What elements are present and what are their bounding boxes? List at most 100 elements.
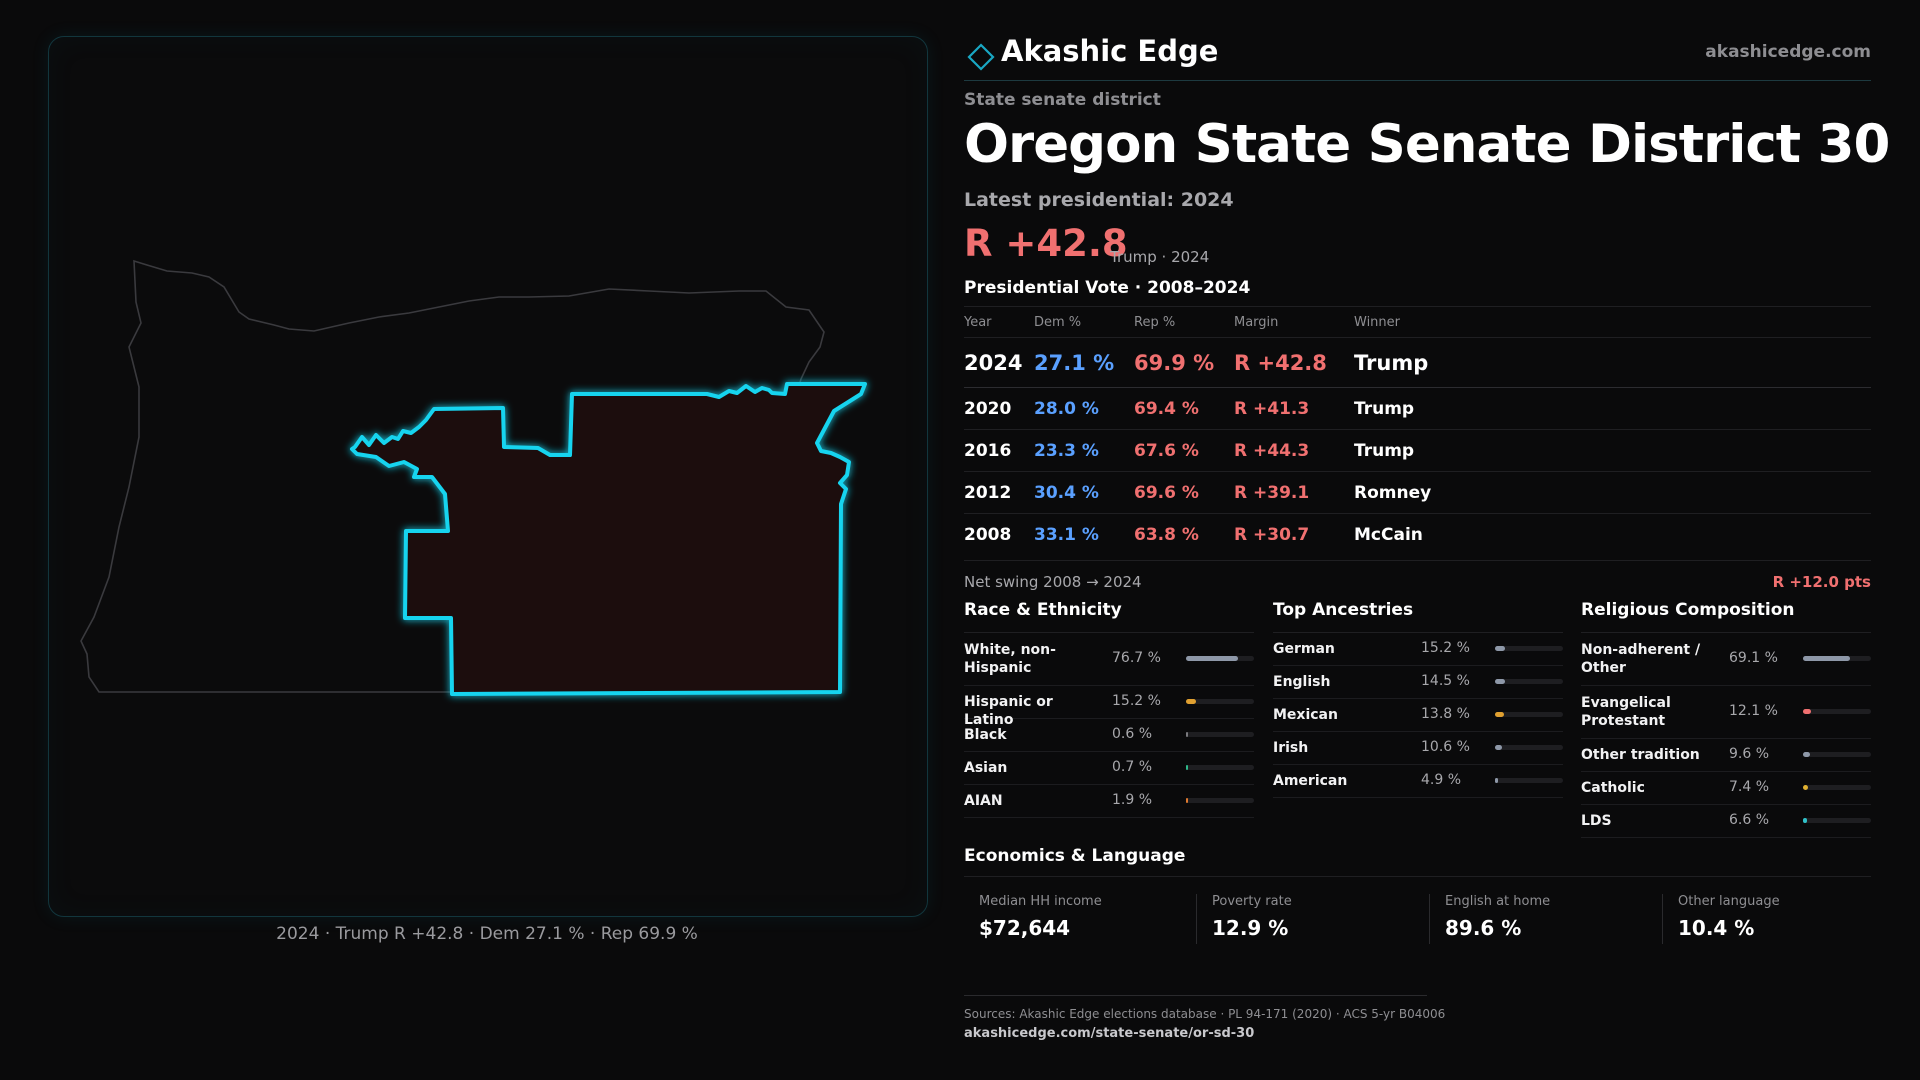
stat-row: Other tradition 9.6 % bbox=[1581, 739, 1871, 772]
stat-bar-fill bbox=[1186, 699, 1196, 704]
district-type-kicker: State senate district bbox=[964, 90, 1161, 110]
stat-bar-fill bbox=[1495, 679, 1505, 684]
econ-label: Other language bbox=[1678, 894, 1780, 909]
stat-percent: 10.6 % bbox=[1421, 739, 1470, 755]
cell-year: 2020 bbox=[964, 387, 1034, 430]
page-title: Oregon State Senate District 30 bbox=[964, 114, 1890, 175]
stat-row: Asian 0.7 % bbox=[964, 752, 1254, 785]
stat-row: LDS 6.6 % bbox=[1581, 805, 1871, 838]
headline-sub: Trump · 2024 bbox=[1110, 248, 1210, 266]
econ-label: Poverty rate bbox=[1212, 894, 1292, 909]
stat-label: Non-adherent / Other bbox=[1581, 642, 1701, 676]
econ-label: Median HH income bbox=[979, 894, 1102, 909]
stat-bar-fill bbox=[1495, 646, 1505, 651]
cell-year: 2008 bbox=[964, 513, 1034, 555]
stat-row: Mexican 13.8 % bbox=[1273, 699, 1563, 732]
stat-percent: 7.4 % bbox=[1729, 779, 1770, 795]
stat-bar bbox=[1186, 732, 1254, 737]
stat-label: German bbox=[1273, 641, 1335, 657]
diamond-icon bbox=[967, 43, 995, 71]
cell-margin: R +30.7 bbox=[1234, 513, 1354, 555]
stat-row: Black 0.6 % bbox=[964, 719, 1254, 752]
stat-row: Non-adherent / Other 69.1 % bbox=[1581, 633, 1871, 686]
brand-name: Akashic Edge bbox=[1001, 34, 1219, 68]
stat-label: Other tradition bbox=[1581, 747, 1700, 763]
stat-bar-fill bbox=[1186, 732, 1188, 737]
econ-value: 12.9 % bbox=[1212, 916, 1289, 940]
stat-bar bbox=[1186, 765, 1254, 770]
cell-margin: R +39.1 bbox=[1234, 471, 1354, 514]
header-margin: Margin bbox=[1234, 306, 1354, 338]
stat-bar bbox=[1803, 656, 1871, 661]
stat-bar bbox=[1495, 646, 1563, 651]
district-map-panel[interactable] bbox=[48, 36, 928, 917]
stat-bar-fill bbox=[1803, 818, 1807, 823]
stat-row: English 14.5 % bbox=[1273, 666, 1563, 699]
header-year: Year bbox=[964, 306, 1034, 338]
stat-label: White, non-Hispanic bbox=[964, 642, 1056, 676]
ancestries-title: Top Ancestries bbox=[1273, 600, 1563, 633]
cell-rep: 69.4 % bbox=[1134, 387, 1234, 430]
stat-label: Black bbox=[964, 727, 1007, 743]
stat-bar-fill bbox=[1495, 745, 1502, 750]
presidential-vote-title: Presidential Vote · 2008–2024 bbox=[964, 278, 1251, 298]
stat-row: White, non-Hispanic 76.7 % bbox=[964, 633, 1254, 686]
stat-percent: 6.6 % bbox=[1729, 812, 1770, 828]
stat-row: American 4.9 % bbox=[1273, 765, 1563, 798]
stat-row: Evangelical Protestant 12.1 % bbox=[1581, 686, 1871, 739]
stat-bar bbox=[1803, 752, 1871, 757]
stat-bar bbox=[1803, 709, 1871, 714]
brand-header: Akashic Edge akashicedge.com bbox=[964, 30, 1871, 81]
stat-bar-fill bbox=[1495, 712, 1504, 717]
table-row: 2024 27.1 % 69.9 % R +42.8 Trump bbox=[964, 337, 1871, 388]
stat-label: LDS bbox=[1581, 813, 1612, 829]
stat-bar-fill bbox=[1186, 656, 1238, 661]
stat-bar bbox=[1495, 679, 1563, 684]
econ-divider bbox=[1196, 894, 1197, 944]
latest-presidential-label: Latest presidential: 2024 bbox=[964, 189, 1234, 211]
stat-percent: 13.8 % bbox=[1421, 706, 1470, 722]
presidential-vote-table: Year Dem % Rep % Margin Winner 2024 27.1… bbox=[964, 306, 1871, 555]
econ-stat-other-language: Other language 10.4 % bbox=[1663, 888, 1853, 946]
stat-percent: 76.7 % bbox=[1112, 650, 1161, 666]
stat-label: Hispanic or Latino bbox=[964, 694, 1053, 728]
header-winner: Winner bbox=[1354, 306, 1871, 338]
page-url-link[interactable]: akashicedge.com/state-senate/or-sd-30 bbox=[964, 1026, 1255, 1041]
map-caption: 2024 · Trump R +42.8 · Dem 27.1 % · Rep … bbox=[276, 924, 698, 944]
cell-dem: 28.0 % bbox=[1034, 387, 1134, 430]
stat-percent: 15.2 % bbox=[1112, 693, 1161, 709]
stat-label: American bbox=[1273, 773, 1348, 789]
net-swing-row: Net swing 2008 → 2024 R +12.0 pts bbox=[964, 560, 1871, 591]
cell-year: 2024 bbox=[964, 337, 1034, 388]
stat-bar bbox=[1495, 712, 1563, 717]
cell-dem: 27.1 % bbox=[1034, 337, 1134, 388]
cell-rep: 63.8 % bbox=[1134, 513, 1234, 555]
stat-label: AIAN bbox=[964, 793, 1003, 809]
sources-divider bbox=[964, 995, 1427, 996]
stat-bar-fill bbox=[1186, 798, 1188, 803]
brand-url-link[interactable]: akashicedge.com bbox=[1705, 42, 1871, 62]
district-30-shape[interactable] bbox=[350, 382, 867, 696]
stat-bar bbox=[1186, 656, 1254, 661]
stat-row: Irish 10.6 % bbox=[1273, 732, 1563, 765]
stat-row: AIAN 1.9 % bbox=[964, 785, 1254, 818]
cell-winner: Trump bbox=[1354, 337, 1871, 388]
race-ethnicity-title: Race & Ethnicity bbox=[964, 600, 1254, 633]
cell-dem: 23.3 % bbox=[1034, 429, 1134, 472]
stat-row: German 15.2 % bbox=[1273, 633, 1563, 666]
table-row: 2008 33.1 % 63.8 % R +30.7 McCain bbox=[964, 513, 1871, 555]
stat-percent: 14.5 % bbox=[1421, 673, 1470, 689]
stat-label: Mexican bbox=[1273, 707, 1338, 723]
state-outline bbox=[80, 259, 825, 693]
stat-bar-fill bbox=[1186, 765, 1188, 770]
stat-percent: 0.6 % bbox=[1112, 726, 1153, 742]
headline-margin: R +42.8 bbox=[964, 222, 1128, 265]
stat-label: Evangelical Protestant bbox=[1581, 695, 1671, 729]
stat-percent: 12.1 % bbox=[1729, 703, 1778, 719]
econ-divider bbox=[1429, 894, 1430, 944]
district-map bbox=[80, 259, 867, 696]
stat-bar-fill bbox=[1803, 656, 1850, 661]
stat-percent: 9.6 % bbox=[1729, 746, 1770, 762]
stat-label: Irish bbox=[1273, 740, 1309, 756]
net-swing-value: R +12.0 pts bbox=[1772, 573, 1871, 591]
